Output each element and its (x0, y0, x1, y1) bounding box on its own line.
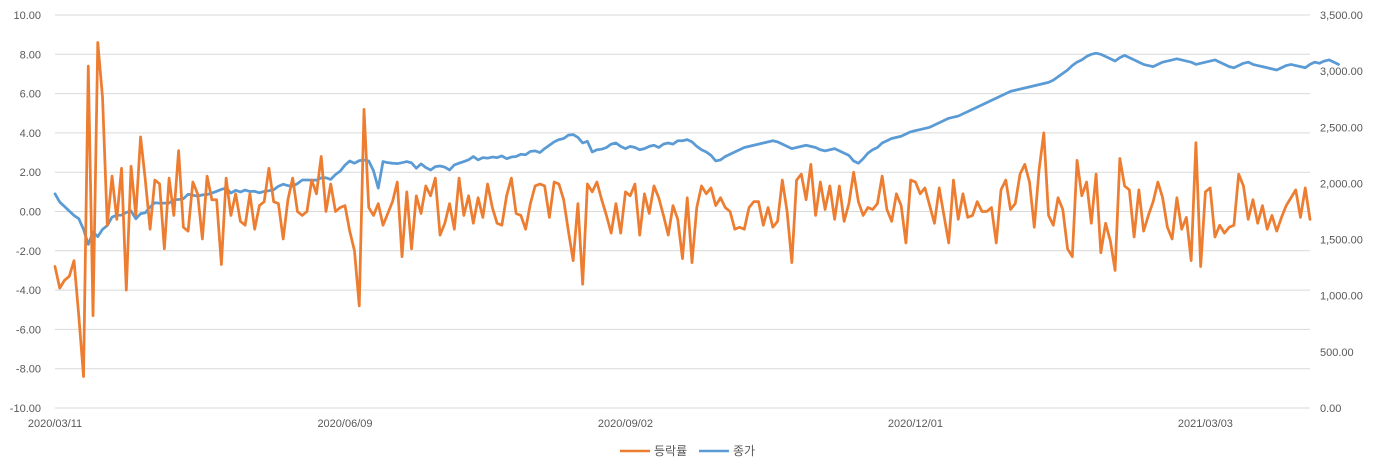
right-y-axis-ticks: 0.00 500.00 1,000.00 1,500.00 2,000.00 2,500.… (1320, 10, 1363, 415)
x-tick-label: 2020/12/01 (888, 418, 943, 430)
left-y-tick-label: 0.00 (20, 207, 41, 219)
left-y-tick-label: -2.00 (16, 246, 41, 258)
right-y-tick-label: 500.00 (1320, 347, 1354, 359)
left-y-tick-label: 6.00 (20, 89, 41, 101)
right-y-tick-label: 1,500.00 (1320, 235, 1363, 247)
right-y-tick-label: 3,500.00 (1320, 10, 1363, 22)
x-tick-label: 2020/09/02 (598, 418, 653, 430)
left-y-tick-label: 8.00 (20, 49, 41, 61)
x-axis-ticks: 2020/03/11 2020/06/09 2020/09/02 2020/12/01… (28, 418, 1233, 430)
right-y-tick-label: 1,000.00 (1320, 291, 1363, 303)
left-y-tick-label: -6.00 (16, 324, 41, 336)
left-y-tick-label: -4.00 (16, 285, 41, 297)
legend-label-series-0: 등락률 (654, 444, 687, 458)
left-y-axis-ticks: -10.00 -8.00 -6.00 -4.00 -2.00 0.00 2.00 4.00 6.… (10, 10, 41, 415)
x-tick-label: 2021/03/03 (1178, 418, 1233, 430)
gridlines (55, 14, 1310, 409)
legend-label-series-1: 종가 (733, 444, 755, 458)
series-line-1 (53, 51, 1340, 246)
left-y-tick-label: -10.00 (10, 403, 41, 415)
left-y-tick-label: 10.00 (13, 10, 41, 22)
legend: 등락률 종가 (620, 444, 755, 458)
left-y-tick-label: 2.00 (20, 167, 41, 179)
x-tick-label: 2020/06/09 (317, 418, 372, 430)
right-y-tick-label: 3,000.00 (1320, 66, 1363, 78)
series-line-0 (53, 41, 1312, 378)
right-y-tick-label: 0.00 (1320, 403, 1341, 415)
x-tick-label: 2020/03/11 (28, 418, 82, 430)
right-y-tick-label: 2,000.00 (1320, 178, 1363, 190)
right-y-tick-label: 2,500.00 (1320, 122, 1363, 134)
left-y-tick-label: -8.00 (16, 364, 41, 376)
series-lines (53, 41, 1340, 378)
left-y-tick-label: 4.00 (20, 128, 41, 140)
